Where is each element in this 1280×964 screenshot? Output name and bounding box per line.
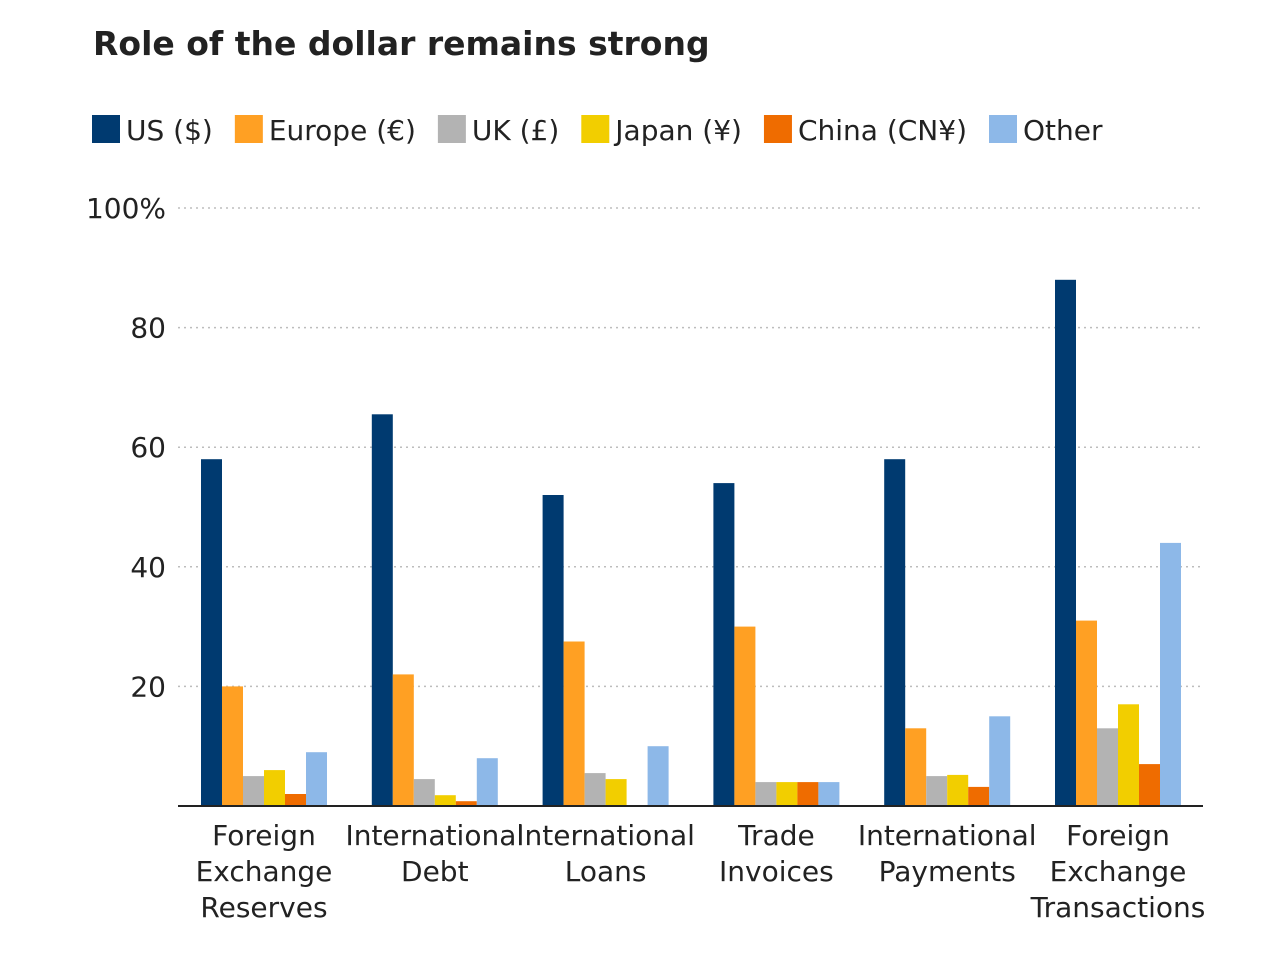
- legend-item-china-cn: China (CN¥): [763, 114, 967, 147]
- bar-us-5: [1055, 279, 1076, 806]
- x-tick-label-line: Exchange: [1050, 855, 1187, 888]
- legend: US ($) Europe (€) UK (£) Japan (¥) China (CN…: [92, 114, 1103, 147]
- y-tick-label: 60: [130, 431, 166, 464]
- bar-group-4: [884, 459, 1011, 806]
- bar-china-cn-1: [455, 801, 477, 806]
- x-tick-label-line: Foreign: [212, 819, 316, 852]
- bar-us-2: [542, 495, 564, 806]
- bar-other-2: [647, 746, 669, 806]
- bar-uk-2: [584, 773, 606, 806]
- x-tick-label-line: Payments: [879, 855, 1016, 888]
- legend-swatch: [92, 115, 120, 143]
- legend-swatch: [234, 115, 263, 143]
- x-tick-label-line: Exchange: [196, 855, 333, 888]
- bar-group-2: [542, 495, 669, 806]
- legend-swatch: [763, 115, 792, 143]
- legend-label: China (CN¥): [798, 114, 967, 147]
- y-tick-label: 20: [130, 670, 166, 703]
- bar-china-cn-0: [285, 794, 306, 806]
- x-tick-label-line: International: [516, 819, 695, 852]
- y-tick-label: 100%: [86, 192, 166, 225]
- legend-item-other: Other: [989, 114, 1103, 147]
- bar-europe-1: [392, 674, 414, 806]
- bar-japan-0: [264, 770, 285, 806]
- bar-uk-5: [1097, 728, 1118, 806]
- legend-label: Japan (¥): [613, 114, 742, 147]
- bar-us-1: [371, 414, 393, 806]
- bar-japan-5: [1118, 704, 1139, 806]
- legend-swatch: [581, 115, 610, 143]
- bar-group-3: [713, 483, 840, 806]
- gridlines: [178, 207, 1203, 688]
- x-tick-label-line: Transactions: [1030, 891, 1206, 924]
- legend-swatch: [989, 115, 1017, 143]
- x-tick-label-line: Reserves: [200, 891, 327, 924]
- legend-label: Other: [1023, 114, 1103, 147]
- legend-item-europe: Europe (€): [234, 114, 416, 147]
- y-axis: 20 40 60 80 100%: [86, 192, 166, 703]
- x-tick-label-line: Debt: [401, 855, 469, 888]
- bar-japan-3: [776, 782, 798, 806]
- bar-us-4: [884, 459, 906, 806]
- bar-group-5: [1055, 279, 1181, 806]
- x-tick-label-line: Loans: [565, 855, 647, 888]
- x-axis: ForeignExchangeReservesInternationalDebt…: [196, 819, 1206, 924]
- x-tick-label-line: Trade: [737, 819, 815, 852]
- bar-europe-3: [734, 626, 756, 806]
- bar-uk-0: [243, 776, 264, 806]
- bar-europe-4: [905, 728, 927, 806]
- bar-europe-0: [222, 686, 243, 806]
- chart-title: Role of the dollar remains strong: [93, 24, 710, 63]
- bar-japan-2: [605, 779, 627, 806]
- bar-japan-4: [947, 774, 969, 806]
- bar-other-5: [1160, 542, 1181, 806]
- y-tick-label: 40: [130, 551, 166, 584]
- x-tick-label-line: Foreign: [1066, 819, 1170, 852]
- x-tick-label-line: Invoices: [719, 855, 834, 888]
- legend-item-japan: Japan (¥): [581, 114, 742, 147]
- bar-china-cn-4: [968, 786, 990, 806]
- bar-china-cn-5: [1139, 764, 1160, 806]
- bar-other-0: [306, 752, 327, 806]
- bar-group-0: [201, 459, 327, 806]
- bar-china-cn-3: [797, 782, 819, 806]
- legend-item-us: US ($): [92, 114, 213, 147]
- bar-other-4: [989, 716, 1011, 806]
- legend-swatch: [437, 115, 466, 143]
- bars: [201, 279, 1181, 806]
- bar-europe-2: [563, 641, 585, 806]
- x-tick-label-line: International: [345, 819, 524, 852]
- x-tick-label-line: International: [858, 819, 1037, 852]
- legend-label: UK (£): [472, 114, 559, 147]
- legend-label: US ($): [126, 114, 213, 147]
- legend-label: Europe (€): [269, 114, 416, 147]
- bar-other-1: [476, 758, 498, 806]
- bar-japan-1: [434, 795, 456, 806]
- bar-us-0: [201, 459, 222, 806]
- legend-item-uk: UK (£): [437, 114, 559, 147]
- bar-other-3: [818, 782, 840, 806]
- bar-europe-5: [1076, 620, 1097, 806]
- bar-uk-3: [755, 782, 777, 806]
- bar-uk-1: [413, 779, 435, 806]
- bar-us-3: [713, 483, 735, 806]
- bar-uk-4: [926, 776, 948, 806]
- y-tick-label: 80: [130, 312, 166, 345]
- bar-group-1: [371, 414, 498, 806]
